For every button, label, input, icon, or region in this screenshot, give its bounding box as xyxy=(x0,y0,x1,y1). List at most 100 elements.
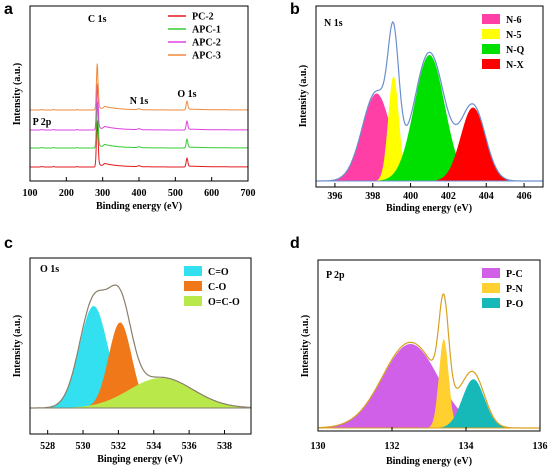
panel-b-plot xyxy=(316,21,543,182)
b-tick-label: 396 xyxy=(327,191,342,202)
panel-c-peak-c-o xyxy=(30,306,251,408)
panel-b-title: N 1s xyxy=(324,18,343,29)
panel-a-annotation: P 2p xyxy=(33,117,52,128)
c-tick-label: 538 xyxy=(217,441,232,452)
a-tick-label: 100 xyxy=(23,188,38,199)
d-tick-label: 134 xyxy=(459,441,474,452)
d-tick-label: 130 xyxy=(311,441,326,452)
panel-b-legend-label: N-X xyxy=(506,60,525,71)
panel-d-x-ticks: 130 132 134 136 xyxy=(311,427,548,452)
panel-b-legend-swatch xyxy=(482,29,500,39)
panel-a-annotation: C 1s xyxy=(88,14,107,25)
panel-b-envelope xyxy=(316,21,543,182)
panel-b-ylabel: Intensity (a.u.) xyxy=(298,65,309,128)
panel-d-plot xyxy=(317,293,540,429)
panel-c-legend-swatch xyxy=(184,266,202,276)
panel-b-legend-swatch xyxy=(482,44,500,54)
panel-d-ylabel: Intensity (a.u.) xyxy=(300,315,311,378)
panel-c-legend: C=O C-O O=C-O xyxy=(184,266,240,308)
c-tick-label: 536 xyxy=(182,441,197,452)
panel-d-peak-p-c xyxy=(318,344,540,428)
panel-d-legend: P-C P-N P-O xyxy=(482,268,523,310)
a-tick-label: 200 xyxy=(59,188,74,199)
panel-c-legend-label: C=O xyxy=(208,267,229,278)
panel-d: d 130 132 134 136 P 2p Binding energy (eV) … xyxy=(290,235,548,467)
panel-d-legend-swatch xyxy=(482,298,500,308)
panel-c-ylabel: Intensity (a.u.) xyxy=(12,315,23,378)
b-tick-label: 406 xyxy=(517,191,532,202)
c-tick-label: 532 xyxy=(111,441,126,452)
panel-d-peak-p-o xyxy=(318,379,540,428)
panel-a-legend: PC-2 APC-1 APC-2 APC-3 xyxy=(168,12,221,62)
panel-d-letter: d xyxy=(290,235,300,252)
c-tick-label: 534 xyxy=(146,441,161,452)
panel-d-xlabel: Binding energy (eV) xyxy=(386,456,472,467)
panel-c: c 528 530 532 534 536 538 O 1s Binging energy… xyxy=(4,235,252,465)
a-tick-label: 400 xyxy=(132,188,147,199)
panel-d-legend-label: P-O xyxy=(506,299,523,310)
panel-a-series-apc-3 xyxy=(30,63,248,111)
b-tick-label: 400 xyxy=(403,191,418,202)
panel-c-title: O 1s xyxy=(40,264,59,275)
panel-a-legend-label: APC-1 xyxy=(192,25,221,36)
panel-c-plot xyxy=(30,284,251,409)
panel-a-xlabel: Binding energy (eV) xyxy=(96,201,182,212)
panel-c-legend-label: C-O xyxy=(208,282,227,293)
panel-c-legend-swatch xyxy=(184,296,202,306)
panel-b-x-ticks: 396 398 400 402 404 406 xyxy=(327,183,532,202)
panel-b: b 396 398 400 402 404 406 N 1s Binding energy… xyxy=(290,1,544,214)
panel-d-legend-label: P-N xyxy=(506,284,523,295)
panel-a-series-apc-1 xyxy=(30,101,248,149)
a-tick-label: 700 xyxy=(241,188,256,199)
panel-d-legend-swatch xyxy=(482,268,500,278)
panel-c-x-ticks: 528 530 532 534 536 538 xyxy=(40,430,232,452)
panel-c-frame xyxy=(29,257,252,435)
panel-d-legend-label: P-C xyxy=(506,269,523,280)
panel-c-legend-swatch xyxy=(184,281,202,291)
panel-a-legend-label: APC-3 xyxy=(192,51,221,62)
panel-a-annotation: N 1s xyxy=(130,96,149,107)
a-tick-label: 300 xyxy=(95,188,110,199)
panel-b-legend-swatch xyxy=(482,59,500,69)
panel-b-letter: b xyxy=(290,1,300,18)
c-tick-label: 528 xyxy=(40,441,55,452)
b-tick-label: 402 xyxy=(441,191,456,202)
panel-d-frame xyxy=(317,259,541,432)
panel-a-letter: a xyxy=(4,1,13,18)
panel-b-legend-label: N-5 xyxy=(506,30,522,41)
panel-b-legend: N-6 N-5 N-Q N-X xyxy=(482,14,525,71)
panel-a-ylabel: Intensity (a.u.) xyxy=(12,63,23,126)
panel-a-legend-label: APC-2 xyxy=(192,38,221,49)
panel-c-xlabel: Binging energy (eV) xyxy=(97,454,183,465)
panel-a: a 100 200 300 400 500 600 700 Binding energy (… xyxy=(4,1,256,212)
panel-b-peak-n-q xyxy=(316,55,543,181)
panel-b-peak-n-6 xyxy=(316,93,543,181)
panel-a-legend-label: PC-2 xyxy=(192,12,214,23)
c-tick-label: 530 xyxy=(76,441,91,452)
a-tick-label: 600 xyxy=(204,188,219,199)
panel-b-peak-n-x xyxy=(316,107,543,181)
panel-b-frame xyxy=(315,5,544,188)
panel-a-x-ticks: 100 200 300 400 500 600 700 xyxy=(23,177,256,199)
panel-c-legend-label: O=C-O xyxy=(208,297,240,308)
panel-c-letter: c xyxy=(4,235,13,252)
panel-b-legend-label: N-Q xyxy=(506,45,525,56)
panel-d-title: P 2p xyxy=(326,270,345,281)
d-tick-label: 136 xyxy=(533,441,548,452)
b-tick-label: 404 xyxy=(479,191,494,202)
panel-a-annotations: C 1s N 1s O 1s P 2p xyxy=(33,14,197,128)
panel-c-envelope xyxy=(30,284,251,409)
panel-d-legend-swatch xyxy=(482,283,500,293)
panel-d-envelope xyxy=(317,293,540,429)
panel-c-peak-o-c-o xyxy=(30,378,251,408)
d-tick-label: 132 xyxy=(385,441,400,452)
panel-b-legend-swatch xyxy=(482,14,500,24)
panel-a-plot xyxy=(30,63,248,168)
panel-b-xlabel: Binding energy (eV) xyxy=(386,203,472,214)
panel-a-annotation: O 1s xyxy=(177,89,196,100)
b-tick-label: 398 xyxy=(365,191,380,202)
panel-a-series-apc-2 xyxy=(30,83,248,131)
panel-b-legend-label: N-6 xyxy=(506,15,522,26)
a-tick-label: 500 xyxy=(168,188,183,199)
